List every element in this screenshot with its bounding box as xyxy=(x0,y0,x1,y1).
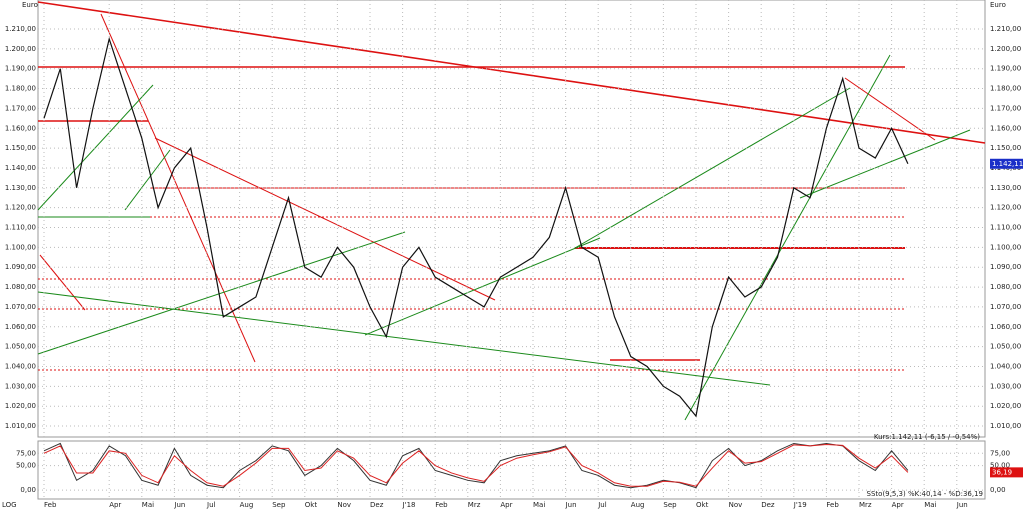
value-tag xyxy=(990,158,1023,169)
x-tick-label: Mai xyxy=(533,501,545,509)
x-tick-label: Apr xyxy=(892,501,904,509)
y-tick-label: 1.050,00 xyxy=(5,343,36,351)
y-tick-label: 1.190,00 xyxy=(5,65,36,73)
series-line xyxy=(43,443,909,487)
y-tick-label-right: 1.150,00 xyxy=(990,144,1021,152)
value-tag xyxy=(990,467,1023,478)
y-tick-label: 1.130,00 xyxy=(5,184,36,192)
y-tick-label-right: 1.160,00 xyxy=(990,124,1021,132)
y-tick-label: 1.060,00 xyxy=(5,323,36,331)
series-line xyxy=(43,36,909,418)
y-tick-label: 1.100,00 xyxy=(5,243,36,251)
price-panel xyxy=(37,0,986,438)
x-tick-label: Mrz xyxy=(468,501,481,509)
stoch-panel xyxy=(37,440,986,500)
y-tick-label-right: 1.050,00 xyxy=(990,343,1021,351)
x-tick-label: Feb xyxy=(435,501,448,509)
x-tick-label: Jun xyxy=(565,501,577,509)
x-tick-label: Okt xyxy=(696,501,709,509)
x-tick-label: Mai xyxy=(924,501,936,509)
y-tick-label-right: 1.030,00 xyxy=(990,382,1021,390)
series-line xyxy=(43,442,909,489)
x-tick-label: J'19 xyxy=(793,501,807,509)
y-tick-label-right: 1.010,00 xyxy=(990,422,1021,430)
x-tick-label: Dez xyxy=(370,501,384,509)
x-tick-label: Dez xyxy=(761,501,775,509)
y-tick-label: 1.210,00 xyxy=(5,25,36,33)
y-tick-label-right: 1.120,00 xyxy=(990,204,1021,212)
y-tick-label-right: 75,00 xyxy=(990,449,1010,457)
x-tick-label: Aug xyxy=(631,501,645,509)
price-annotation: Kurs:1.142,11 (-6,15 / -0,54%) xyxy=(874,433,980,441)
x-tick-label: Okt xyxy=(305,501,318,509)
x-tick-label: J'18 xyxy=(402,501,416,509)
stoch-legend: SSto(9,5,3) %K:40,14 - %D:36,19 xyxy=(867,490,983,498)
y-tick-label-right: 1.020,00 xyxy=(990,402,1021,410)
x-tick-label: Apr xyxy=(500,501,512,509)
y-tick-label: 1.200,00 xyxy=(5,45,36,53)
x-tick-label: Nov xyxy=(337,501,351,509)
y-tick-label: 1.180,00 xyxy=(5,85,36,93)
unit-label-right: Euro xyxy=(990,1,1006,9)
x-tick-label: Nov xyxy=(729,501,743,509)
y-tick-label-right: 1.170,00 xyxy=(990,104,1021,112)
y-tick-label: 1.070,00 xyxy=(5,303,36,311)
x-tick-label: Apr xyxy=(109,501,121,509)
x-tick-label: Jul xyxy=(206,501,216,509)
x-tick-label: Sep xyxy=(272,501,286,509)
x-tick-label: Jun xyxy=(956,501,968,509)
x-tick-label: Sep xyxy=(663,501,677,509)
y-tick-label: 75,00 xyxy=(16,449,36,457)
scale-label: LOG xyxy=(2,501,17,509)
y-tick-label: 1.160,00 xyxy=(5,124,36,132)
y-tick-label-right: 1.080,00 xyxy=(990,283,1021,291)
y-tick-label-right: 1.060,00 xyxy=(990,323,1021,331)
value-tag-label: 36,19 xyxy=(992,468,1012,476)
y-tick-label-right: 1.210,00 xyxy=(990,25,1021,33)
x-tick-label: Aug xyxy=(240,501,254,509)
y-tick-label-right: 50,00 xyxy=(990,462,1010,470)
y-tick-label-right: 0,00 xyxy=(990,486,1006,494)
y-tick-label-right: 1.070,00 xyxy=(990,303,1021,311)
y-tick-label: 1.080,00 xyxy=(5,283,36,291)
x-tick-label: Jun xyxy=(173,501,185,509)
y-tick-label-right: 1.110,00 xyxy=(990,224,1021,232)
x-tick-label: Jul xyxy=(597,501,607,509)
y-tick-label: 1.030,00 xyxy=(5,382,36,390)
y-tick-label: 1.170,00 xyxy=(5,104,36,112)
x-tick-label: Mai xyxy=(142,501,154,509)
y-tick-label-right: 1.190,00 xyxy=(990,65,1021,73)
value-tag-label: 1.142,11 xyxy=(992,160,1023,168)
y-tick-label: 50,00 xyxy=(16,462,36,470)
y-tick-label: 1.150,00 xyxy=(5,144,36,152)
x-tick-label: Mrz xyxy=(859,501,872,509)
y-tick-label-right: 1.130,00 xyxy=(990,184,1021,192)
y-tick-label: 1.110,00 xyxy=(5,224,36,232)
y-tick-label: 1.090,00 xyxy=(5,263,36,271)
x-tick-label: Feb xyxy=(826,501,839,509)
y-tick-label-right: 1.100,00 xyxy=(990,243,1021,251)
y-tick-label-right: 1.180,00 xyxy=(990,85,1021,93)
y-tick-label-right: 1.200,00 xyxy=(990,45,1021,53)
y-tick-label: 1.020,00 xyxy=(5,402,36,410)
y-tick-label: 1.010,00 xyxy=(5,422,36,430)
y-tick-label-right: 1.040,00 xyxy=(990,362,1021,370)
x-tick-label: Feb xyxy=(44,501,57,509)
y-tick-label: 1.120,00 xyxy=(5,204,36,212)
y-tick-label: 1.140,00 xyxy=(5,164,36,172)
y-tick-label: 1.040,00 xyxy=(5,362,36,370)
unit-label: Euro xyxy=(22,1,38,9)
y-tick-label-right: 1.090,00 xyxy=(990,263,1021,271)
y-tick-label: 0,00 xyxy=(20,486,36,494)
